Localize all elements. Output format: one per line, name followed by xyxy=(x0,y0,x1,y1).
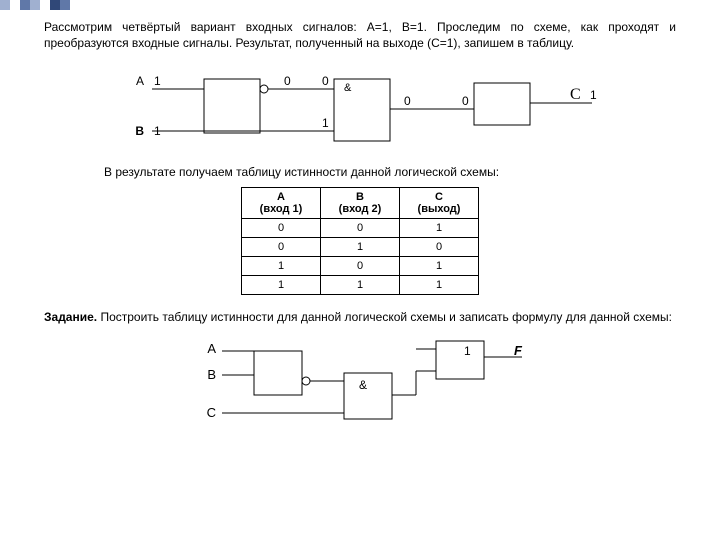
sq xyxy=(10,0,20,10)
task-label: Задание. xyxy=(44,310,97,324)
intro-paragraph: Рассмотрим четвёртый вариант входных сиг… xyxy=(44,20,676,51)
val-A: 1 xyxy=(154,74,161,88)
d2-C: C xyxy=(207,405,216,420)
d2-A: A xyxy=(207,341,216,356)
sq xyxy=(60,0,70,10)
sq xyxy=(20,0,30,10)
task-text: Построить таблицу истинности для данной … xyxy=(97,310,672,324)
sq xyxy=(30,0,40,10)
th-a: A(вход 1) xyxy=(242,188,321,219)
truth-header-row: A(вход 1) B(вход 2) C(выход) xyxy=(242,188,479,219)
header-squares xyxy=(0,0,70,10)
table-row: 1 0 1 xyxy=(242,257,479,276)
g3-in: 0 xyxy=(462,94,469,108)
table-row: 1 1 1 xyxy=(242,276,479,295)
page-content: Рассмотрим четвёртый вариант входных сиг… xyxy=(44,20,676,433)
logic-diagram-1: A 1 B 1 0 0 1 & 0 0 C 1 xyxy=(44,61,676,157)
label-C: C xyxy=(570,86,581,103)
truth-table: A(вход 1) B(вход 2) C(выход) 0 0 1 0 1 0… xyxy=(241,187,479,295)
g2-in-bot: 1 xyxy=(322,116,329,130)
logic-diagram-2: A B C & 1 F xyxy=(44,333,676,433)
table-row: 0 1 0 xyxy=(242,238,479,257)
and-symbol: & xyxy=(344,82,352,94)
d2-F: F xyxy=(514,343,523,358)
result-sentence: В результате получаем таблицу истинности… xyxy=(104,165,676,179)
d2-one: 1 xyxy=(464,344,471,358)
g1-out: 0 xyxy=(284,74,291,88)
label-B: B xyxy=(135,124,144,138)
th-b: B(вход 2) xyxy=(321,188,400,219)
d2-B: B xyxy=(207,367,216,382)
d2-and: & xyxy=(359,378,367,392)
val-C: 1 xyxy=(590,88,597,102)
sq xyxy=(50,0,60,10)
val-B: 1 xyxy=(154,124,161,138)
table-row: 0 0 1 xyxy=(242,219,479,238)
sq xyxy=(40,0,50,10)
label-A: A xyxy=(136,74,144,88)
sq xyxy=(0,0,10,10)
task-paragraph: Задание. Построить таблицу истинности дл… xyxy=(44,309,676,325)
th-c: C(выход) xyxy=(400,188,479,219)
g2-out: 0 xyxy=(404,94,411,108)
g2-in-top: 0 xyxy=(322,74,329,88)
